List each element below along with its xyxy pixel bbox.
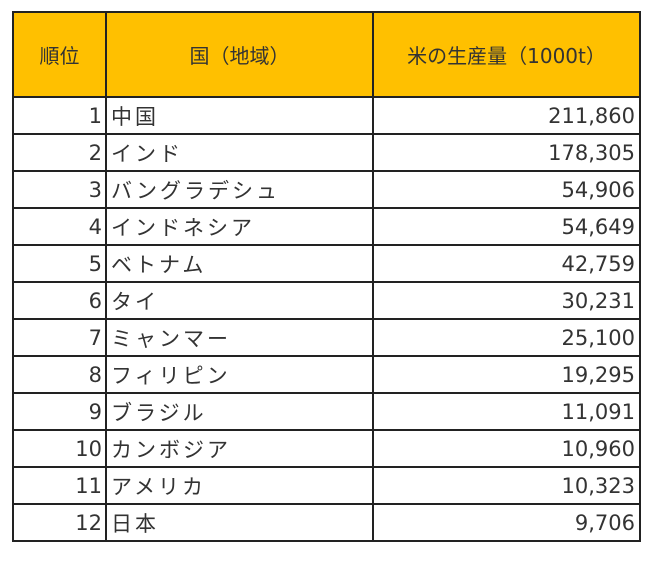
table-row: 7 ミャンマー 25,100 (12, 318, 641, 357)
rank-cell: 2 (12, 133, 107, 172)
amount-cell: 178,305 (372, 133, 641, 172)
rank-cell: 1 (12, 96, 107, 135)
table-row: 4 インドネシア 54,649 (12, 207, 641, 246)
header-amount: 米の生産量（1000t） (372, 11, 641, 98)
header-country: 国（地域） (105, 11, 374, 98)
table-row: 5 ベトナム 42,759 (12, 244, 641, 283)
table-body: 1 中国 211,860 2 インド 178,305 3 バングラデシュ 54,… (12, 96, 641, 542)
table-header: 順位 国（地域） 米の生産量（1000t） (12, 11, 641, 98)
rank-cell: 10 (12, 429, 107, 468)
amount-cell: 25,100 (372, 318, 641, 357)
table-row: 12 日本 9,706 (12, 503, 641, 542)
amount-cell: 30,231 (372, 281, 641, 320)
country-cell: カンボジア (105, 429, 374, 468)
amount-cell: 11,091 (372, 392, 641, 431)
table-row: 2 インド 178,305 (12, 133, 641, 172)
rank-cell: 5 (12, 244, 107, 283)
rank-cell: 7 (12, 318, 107, 357)
rank-cell: 11 (12, 466, 107, 505)
rank-cell: 8 (12, 355, 107, 394)
header-rank: 順位 (12, 11, 107, 98)
rice-production-table: 順位 国（地域） 米の生産量（1000t） 1 中国 211,860 2 インド… (12, 11, 641, 542)
rank-cell: 9 (12, 392, 107, 431)
amount-cell: 10,323 (372, 466, 641, 505)
country-cell: インド (105, 133, 374, 172)
country-cell: ベトナム (105, 244, 374, 283)
country-cell: バングラデシュ (105, 170, 374, 209)
amount-cell: 54,906 (372, 170, 641, 209)
amount-cell: 9,706 (372, 503, 641, 542)
table-row: 9 ブラジル 11,091 (12, 392, 641, 431)
table-row: 11 アメリカ 10,323 (12, 466, 641, 505)
country-cell: フィリピン (105, 355, 374, 394)
table-row: 8 フィリピン 19,295 (12, 355, 641, 394)
table-row: 6 タイ 30,231 (12, 281, 641, 320)
header-row: 順位 国（地域） 米の生産量（1000t） (12, 11, 641, 98)
country-cell: アメリカ (105, 466, 374, 505)
rank-cell: 6 (12, 281, 107, 320)
country-cell: インドネシア (105, 207, 374, 246)
amount-cell: 10,960 (372, 429, 641, 468)
country-cell: タイ (105, 281, 374, 320)
amount-cell: 42,759 (372, 244, 641, 283)
amount-cell: 54,649 (372, 207, 641, 246)
country-cell: ブラジル (105, 392, 374, 431)
table-row: 3 バングラデシュ 54,906 (12, 170, 641, 209)
rank-cell: 4 (12, 207, 107, 246)
table-row: 10 カンボジア 10,960 (12, 429, 641, 468)
table-row: 1 中国 211,860 (12, 96, 641, 135)
country-cell: 中国 (105, 96, 374, 135)
rank-cell: 12 (12, 503, 107, 542)
amount-cell: 19,295 (372, 355, 641, 394)
country-cell: ミャンマー (105, 318, 374, 357)
amount-cell: 211,860 (372, 96, 641, 135)
rank-cell: 3 (12, 170, 107, 209)
country-cell: 日本 (105, 503, 374, 542)
